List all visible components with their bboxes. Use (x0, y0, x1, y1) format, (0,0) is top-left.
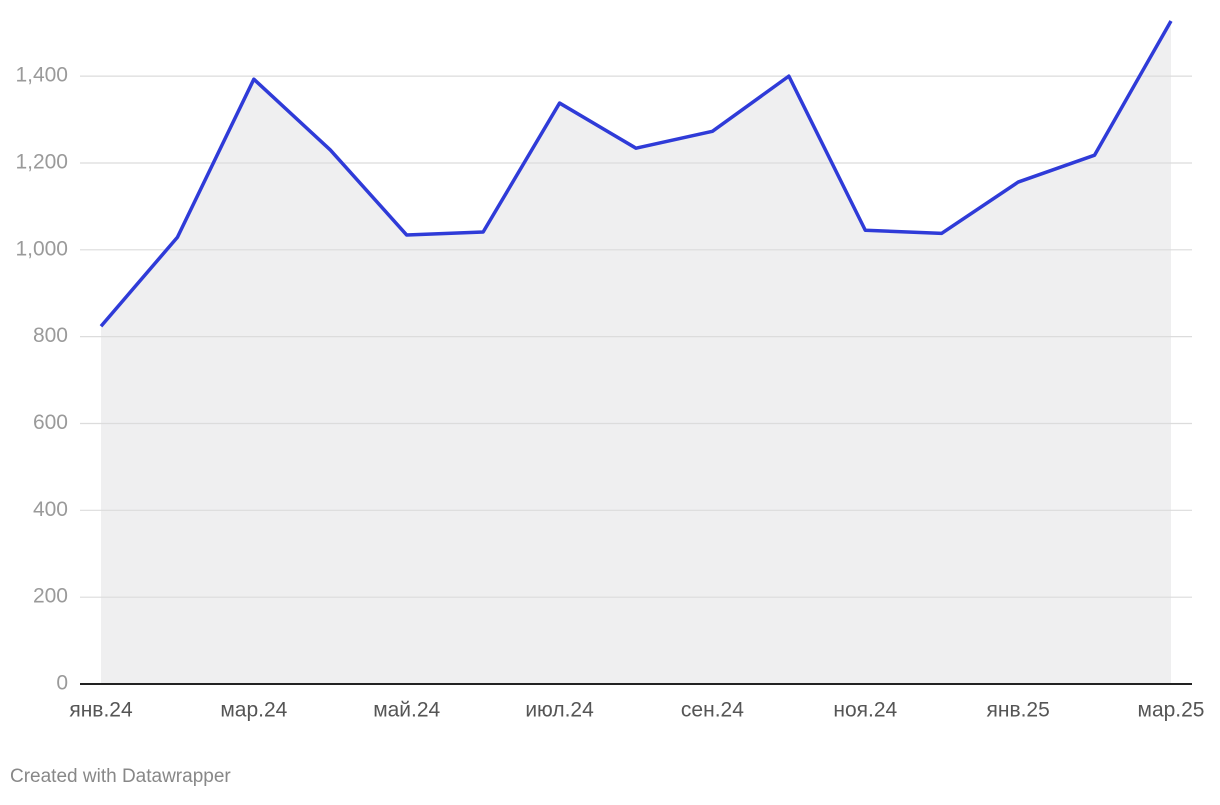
y-tick-label: 1,400 (15, 64, 68, 87)
y-tick-label: 800 (33, 324, 68, 347)
x-tick-label: мар.25 (1138, 699, 1205, 722)
credit: Created with Datawrapper (10, 766, 231, 787)
x-tick-label: янв.25 (986, 699, 1049, 722)
x-tick-label: мар.24 (220, 699, 287, 722)
x-tick-label: сен.24 (681, 699, 744, 722)
y-tick-label: 0 (56, 672, 68, 695)
y-tick-label: 1,000 (15, 237, 68, 260)
y-tick-label: 200 (33, 585, 68, 608)
x-tick-label: май.24 (373, 699, 440, 722)
x-tick-label: ноя.24 (833, 699, 897, 722)
area (101, 21, 1171, 684)
line (99, 20, 1173, 328)
y-tick-label: 400 (33, 498, 68, 521)
y-tick-label: 1,200 (15, 151, 68, 174)
x-tick-label: янв.24 (69, 699, 133, 722)
y-tick-label: 600 (33, 411, 68, 434)
x-tick-label: июл.24 (525, 699, 594, 722)
